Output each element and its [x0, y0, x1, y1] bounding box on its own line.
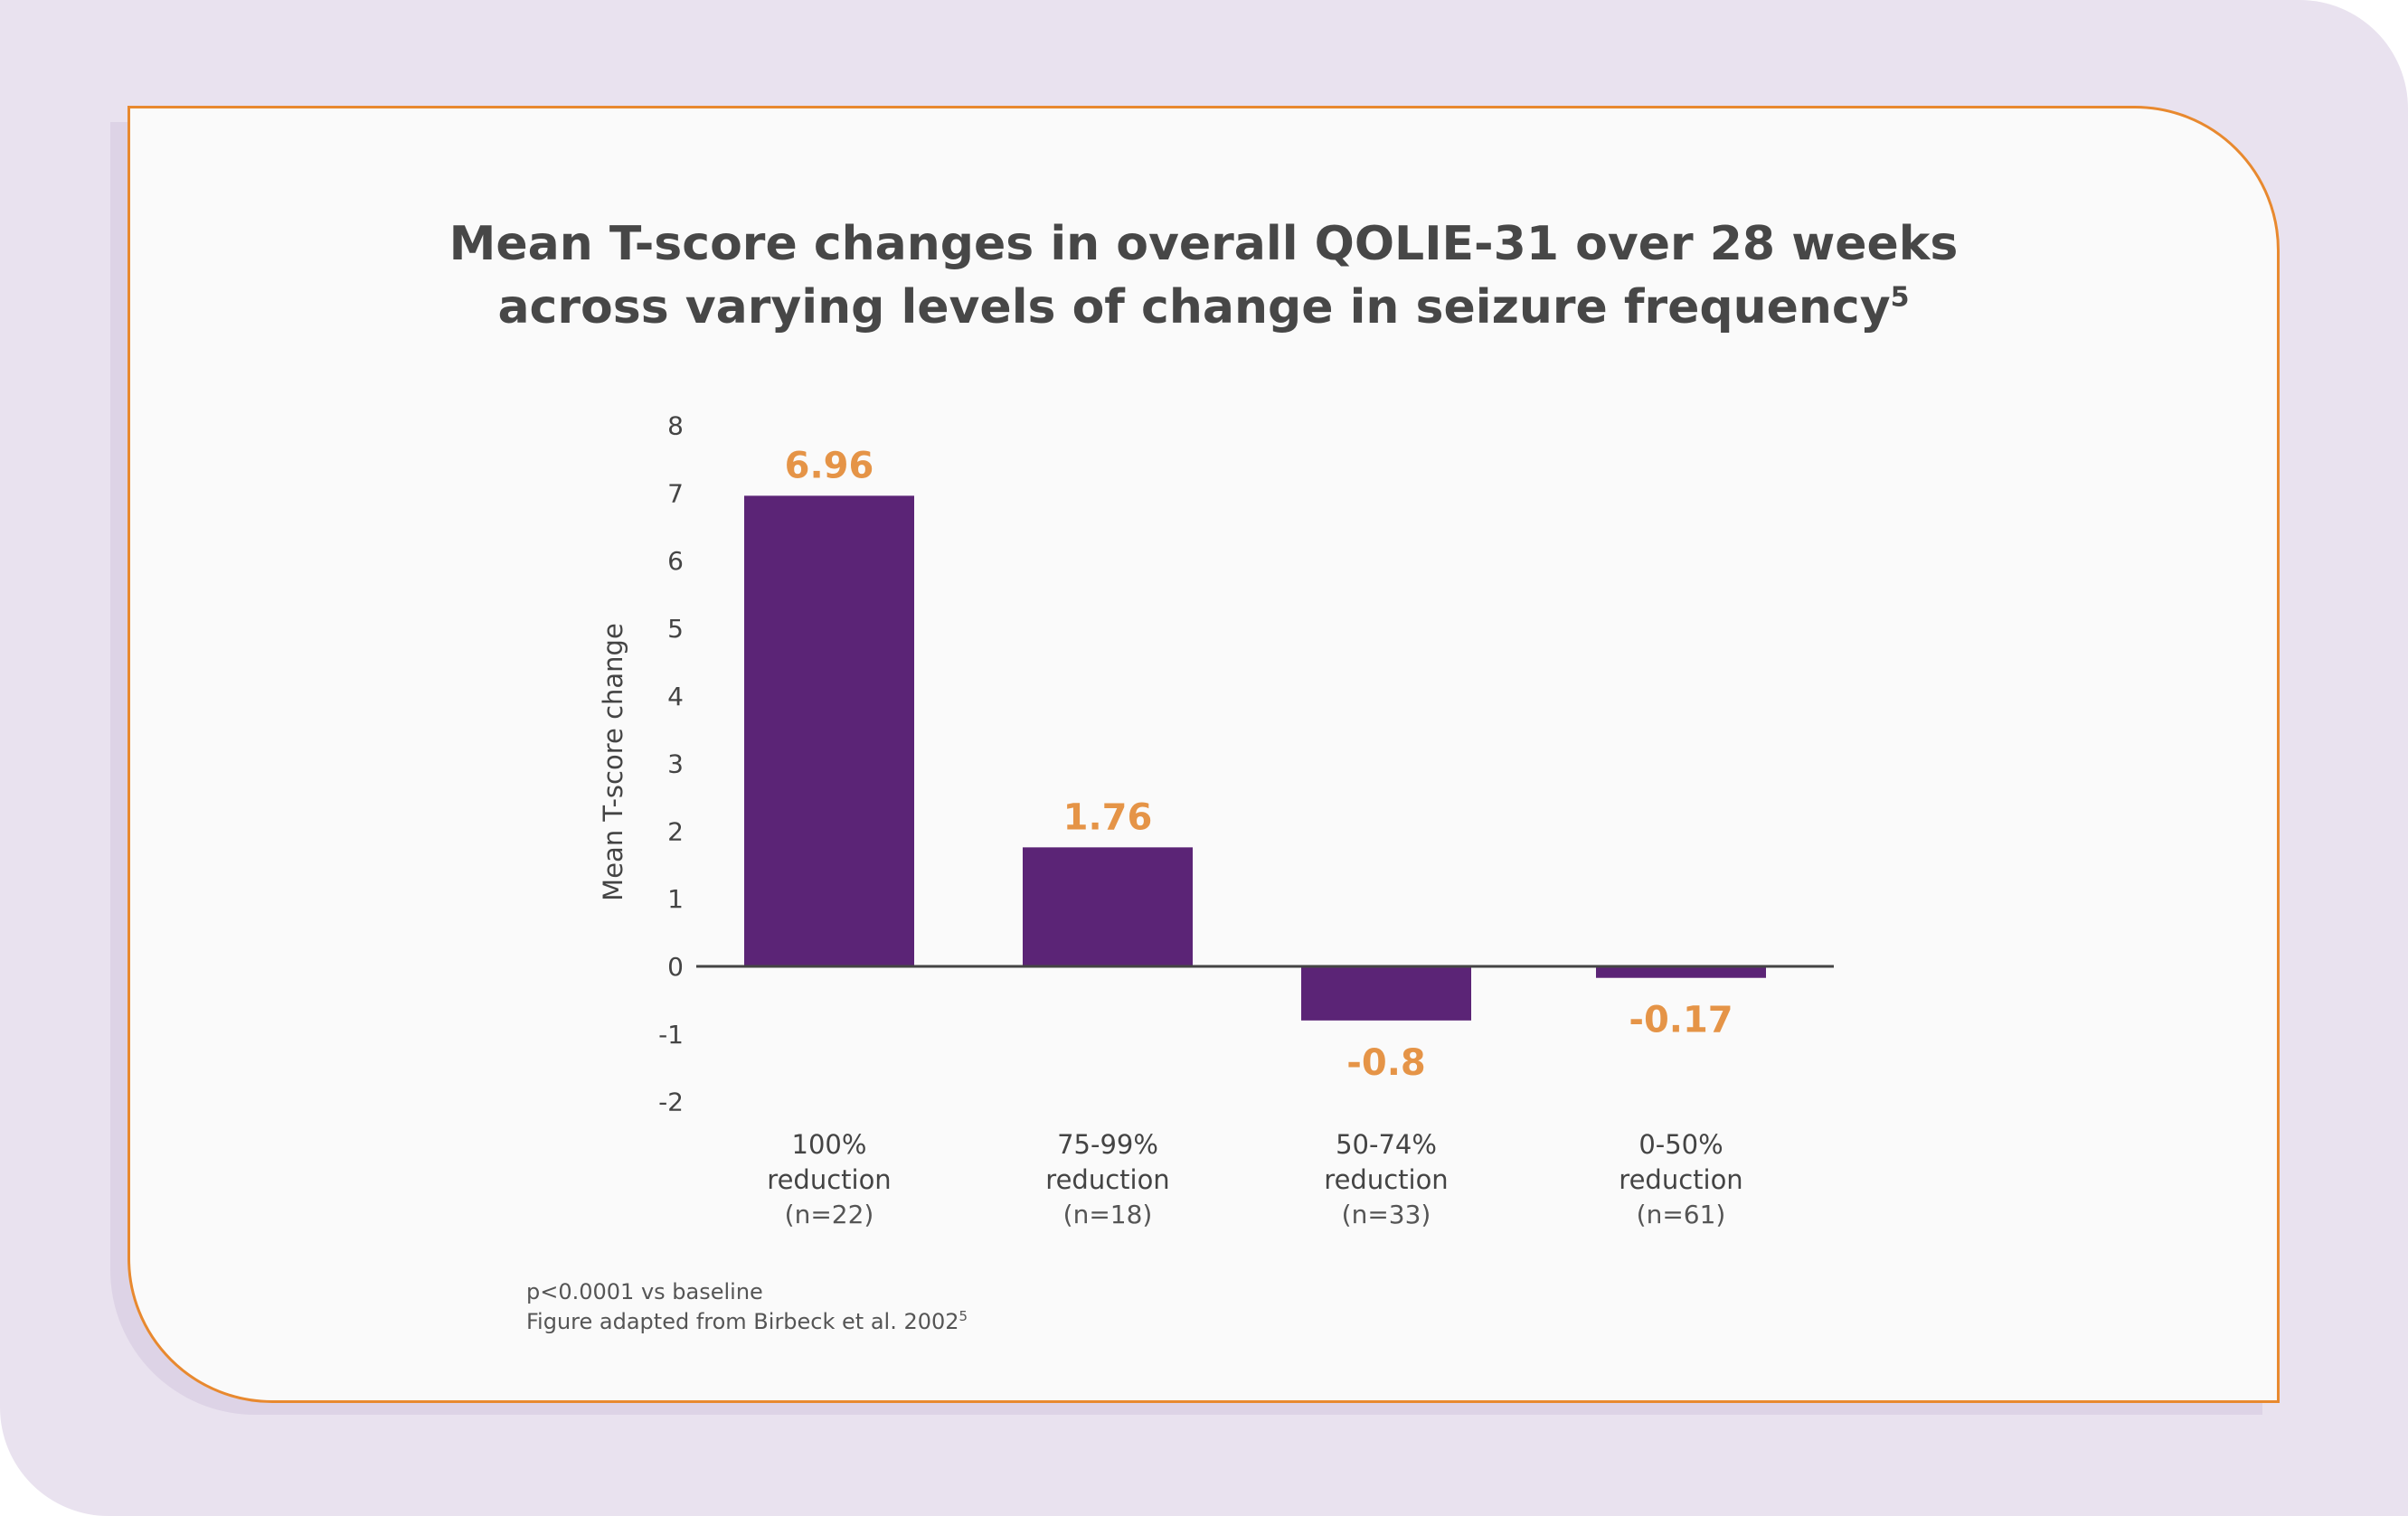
footnote-significance: p<0.0001 vs baseline [526, 1279, 763, 1304]
x-tick-label-3-n: (n=33) [1342, 1200, 1431, 1229]
data-label-3: -0.8 [1346, 1042, 1425, 1084]
y-tick-label: -2 [658, 1088, 684, 1117]
footnote-source: Figure adapted from Birbeck et al. 20025 [526, 1307, 968, 1337]
y-tick-label: 7 [667, 478, 684, 508]
chart-card [127, 106, 2280, 1403]
x-tick-label-3-range: 50-74% [1336, 1129, 1437, 1160]
y-tick-label: 6 [667, 546, 684, 576]
footnote-source-reference: 5 [958, 1308, 968, 1324]
bar-3 [1301, 966, 1471, 1021]
y-tick-label: 4 [667, 682, 684, 711]
chart-title-line-1: Mean T-score changes in overall QOLIE-31… [449, 217, 1959, 271]
y-axis-label: Mean T-score change [598, 623, 628, 901]
x-tick-label-2-range: 75-99% [1057, 1129, 1158, 1160]
chart-title-line-2: across varying levels of change in seizu… [127, 276, 2280, 339]
chart-title-reference: 5 [1890, 281, 1910, 314]
y-tick-label: 0 [667, 952, 684, 982]
data-label-4: -0.17 [1629, 1000, 1733, 1041]
x-tick-label-1-reduction: reduction [767, 1164, 891, 1195]
bar-2 [1023, 847, 1193, 966]
y-tick-label: -1 [658, 1020, 684, 1050]
chart-title-line-2-text: across varying levels of change in seizu… [497, 280, 1891, 334]
x-tick-label-2-n: (n=18) [1063, 1200, 1153, 1229]
data-label-1: 6.96 [785, 445, 874, 486]
y-tick-label: 3 [667, 749, 684, 779]
x-tick-label-1-range: 100% [792, 1129, 867, 1160]
x-tick-label-2-reduction: reduction [1045, 1164, 1169, 1195]
bar-1 [744, 495, 914, 966]
footnote: p<0.0001 vs baseline Figure adapted from… [526, 1277, 968, 1337]
x-tick-label-4-range: 0-50% [1638, 1129, 1723, 1160]
y-tick-label: 8 [667, 411, 684, 441]
y-tick-label: 2 [667, 816, 684, 846]
x-tick-label-1-n: (n=22) [785, 1200, 874, 1229]
y-tick-label: 1 [667, 884, 684, 914]
y-tick-label: 5 [667, 614, 684, 644]
x-tick-label-3-reduction: reduction [1324, 1164, 1448, 1195]
bar-4 [1596, 966, 1766, 978]
data-label-2: 1.76 [1063, 796, 1153, 838]
x-tick-label-4-n: (n=61) [1637, 1200, 1726, 1229]
x-tick-label-4-reduction: reduction [1619, 1164, 1742, 1195]
chart-title: Mean T-score changes in overall QOLIE-31… [127, 212, 2280, 339]
footnote-source-text: Figure adapted from Birbeck et al. 2002 [526, 1309, 959, 1334]
